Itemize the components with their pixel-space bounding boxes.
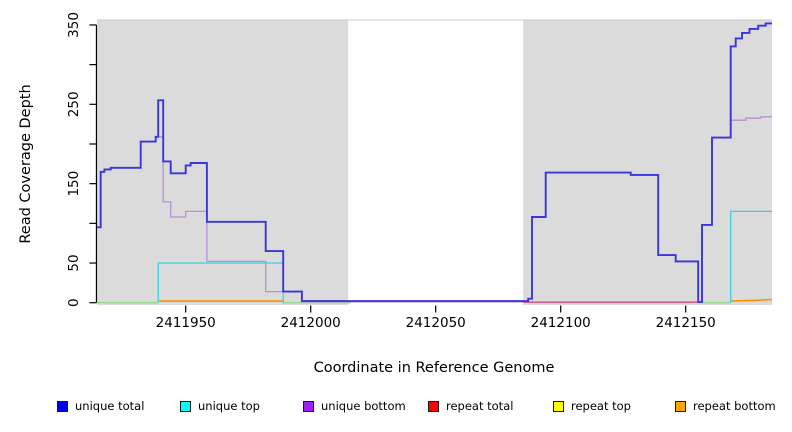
legend-item-unique-top: unique top xyxy=(180,398,260,414)
y-tick-label: 50 xyxy=(66,254,82,271)
x-tick-label: 2412100 xyxy=(531,315,591,331)
series-repeat-bottom-line xyxy=(730,298,773,302)
x-tick-label: 2412150 xyxy=(656,315,716,331)
x-tick-label: 2411950 xyxy=(156,315,216,331)
unique-bottom-swatch-icon xyxy=(303,400,314,412)
x-tick-label: 2412050 xyxy=(406,315,466,331)
legend-label: unique total xyxy=(75,399,145,413)
y-tick-label: 350 xyxy=(66,12,82,38)
panel-shaded xyxy=(96,20,349,305)
repeat-total-swatch-icon xyxy=(428,400,439,412)
y-tick-label: 250 xyxy=(66,91,82,117)
legend-item-repeat-bottom: repeat bottom xyxy=(675,398,776,414)
legend-item-unique-total: unique total xyxy=(57,398,144,414)
legend-label: repeat bottom xyxy=(693,399,776,413)
repeat-top-swatch-icon xyxy=(553,400,564,412)
legend-label: unique top xyxy=(198,399,260,413)
chart-canvas: 0 50 150 250 350 2411950 2412000 2412050 2412100… xyxy=(18,12,773,376)
repeat-bottom-swatch-icon xyxy=(675,400,686,412)
series-lines xyxy=(96,22,773,304)
series-unique-total-line xyxy=(96,22,772,303)
x-axis-title: Coordinate in Reference Genome xyxy=(314,360,555,376)
y-tick-label: 150 xyxy=(66,171,82,197)
legend-item-repeat-total: repeat total xyxy=(428,398,513,414)
panel-shaded xyxy=(523,20,772,305)
y-tick-label: 0 xyxy=(66,298,82,307)
legend-item-unique-bottom: unique bottom xyxy=(303,398,406,414)
legend-label: repeat top xyxy=(571,399,631,413)
x-tick-label: 2412000 xyxy=(281,315,341,331)
unique-total-swatch-icon xyxy=(57,400,68,412)
legend-label: unique bottom xyxy=(321,399,406,413)
y-axis-title: Read Coverage Depth xyxy=(18,84,34,243)
legend-label: repeat total xyxy=(446,399,514,413)
series-unique-top-line xyxy=(730,210,772,303)
panel-gap xyxy=(348,20,524,305)
axes: 0 50 150 250 350 2411950 2412000 2412050 2412100… xyxy=(66,12,716,331)
legend-item-repeat-top: repeat top xyxy=(553,398,631,414)
unique-top-swatch-icon xyxy=(180,400,191,412)
